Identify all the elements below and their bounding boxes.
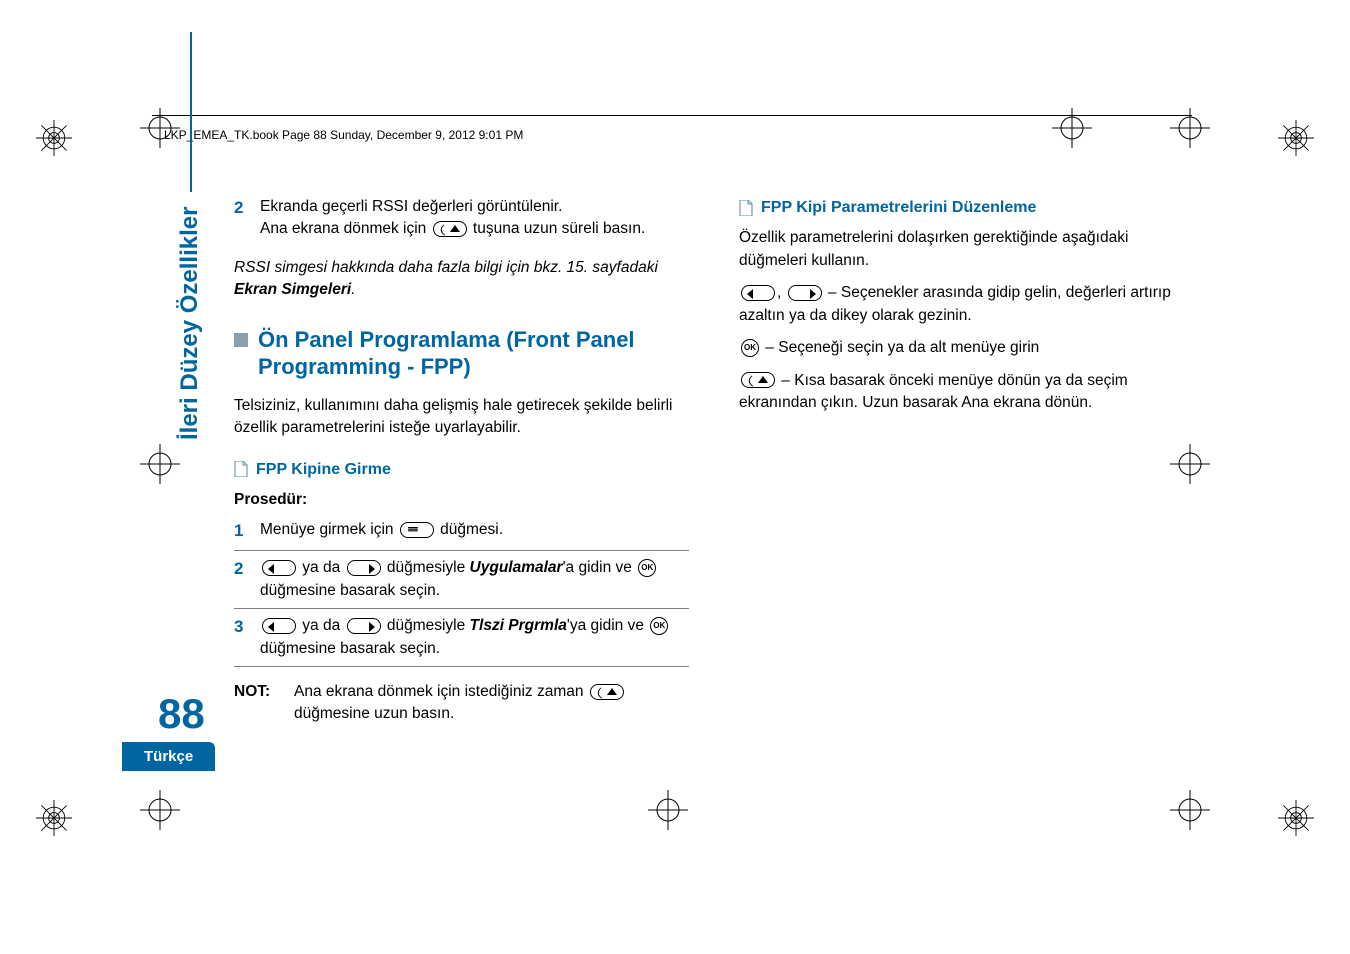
registration-mark-icon bbox=[1278, 120, 1314, 156]
menu-button-icon bbox=[400, 522, 434, 538]
button-description-nav: , – Seçenekler arasında gidip gelin, değ… bbox=[739, 282, 1194, 327]
section-body: Telsiziniz, kullanımını daha gelişmiş ha… bbox=[234, 395, 689, 440]
document-icon bbox=[234, 461, 248, 477]
left-button-icon bbox=[262, 618, 296, 634]
subsection-title: FPP Kipi Parametrelerini Düzenleme bbox=[761, 196, 1036, 219]
step-number: 2 bbox=[234, 557, 246, 602]
page-content: 2 Ekranda geçerli RSSI değerleri görüntü… bbox=[234, 196, 1194, 726]
step-line: Ana ekrana dönmek için tuşuna uzun sürel… bbox=[260, 218, 689, 240]
sidebar-rule bbox=[190, 32, 192, 192]
note-body: Ana ekrana dönmek için istediğiniz zaman… bbox=[294, 681, 689, 726]
divider bbox=[234, 608, 689, 609]
procedure-label: Prosedür: bbox=[234, 489, 689, 511]
proc-step-3: 3 ya da düğmesiyle Tlszi Prgrmla'ya gidi… bbox=[234, 615, 689, 660]
home-button-icon bbox=[741, 372, 775, 388]
left-button-icon bbox=[741, 285, 775, 301]
step-2: 2 Ekranda geçerli RSSI değerleri görüntü… bbox=[234, 196, 689, 241]
home-button-icon bbox=[590, 684, 624, 700]
divider bbox=[234, 550, 689, 551]
subsection-heading-edit: FPP Kipi Parametrelerini Düzenleme bbox=[739, 196, 1194, 219]
crosshair-icon bbox=[648, 790, 688, 830]
right-button-icon bbox=[347, 560, 381, 576]
step-number: 3 bbox=[234, 615, 246, 660]
button-description-home: – Kısa basarak önceki menüye dönün ya da… bbox=[739, 370, 1194, 415]
registration-mark-icon bbox=[36, 120, 72, 156]
crosshair-icon bbox=[140, 444, 180, 484]
button-description-ok: OK – Seçeneği seçin ya da alt menüye gir… bbox=[739, 337, 1194, 359]
crosshair-icon bbox=[140, 790, 180, 830]
step-number: 2 bbox=[234, 196, 246, 241]
divider bbox=[234, 666, 689, 667]
section-heading-fpp: Ön Panel Programlama (Front Panel Progra… bbox=[234, 326, 689, 381]
subsection-title: FPP Kipine Girme bbox=[256, 458, 391, 481]
right-button-icon bbox=[347, 618, 381, 634]
registration-mark-icon bbox=[1278, 800, 1314, 836]
ok-button-icon: OK bbox=[741, 339, 759, 357]
language-tab: Türkçe bbox=[122, 742, 215, 771]
ok-button-icon: OK bbox=[638, 559, 656, 577]
step-body: ya da düğmesiyle Uygulamalar'a gidin ve … bbox=[260, 557, 689, 602]
section-title: Ön Panel Programlama (Front Panel Progra… bbox=[258, 326, 689, 381]
left-button-icon bbox=[262, 560, 296, 576]
header-rule bbox=[152, 115, 1192, 116]
ok-button-icon: OK bbox=[650, 617, 668, 635]
right-column: FPP Kipi Parametrelerini Düzenleme Özell… bbox=[739, 196, 1194, 726]
section-bullet-icon bbox=[234, 333, 248, 347]
right-button-icon bbox=[788, 285, 822, 301]
step-body: Menüye girmek için düğmesi. bbox=[260, 519, 689, 544]
step-body: ya da düğmesiyle Tlszi Prgrmla'ya gidin … bbox=[260, 615, 689, 660]
note-label: NOT: bbox=[234, 681, 278, 726]
rssi-note: RSSI simgesi hakkında daha fazla bilgi i… bbox=[234, 257, 689, 302]
page-number: 88 bbox=[158, 690, 205, 738]
running-header: LKP_EMEA_TK.book Page 88 Sunday, Decembe… bbox=[164, 128, 523, 142]
proc-step-1: 1 Menüye girmek için düğmesi. bbox=[234, 519, 689, 544]
proc-step-2: 2 ya da düğmesiyle Uygulamalar'a gidin v… bbox=[234, 557, 689, 602]
crosshair-icon bbox=[1052, 108, 1092, 148]
document-icon bbox=[739, 200, 753, 216]
step-number: 1 bbox=[234, 519, 246, 544]
left-column: 2 Ekranda geçerli RSSI değerleri görüntü… bbox=[234, 196, 689, 726]
registration-mark-icon bbox=[36, 800, 72, 836]
crosshair-icon bbox=[1170, 790, 1210, 830]
step-line: Ekranda geçerli RSSI değerleri görüntüle… bbox=[260, 196, 689, 218]
home-button-icon bbox=[433, 221, 467, 237]
step-body: Ekranda geçerli RSSI değerleri görüntüle… bbox=[260, 196, 689, 241]
crosshair-icon bbox=[1170, 108, 1210, 148]
note: NOT: Ana ekrana dönmek için istediğiniz … bbox=[234, 681, 689, 726]
intro-text: Özellik parametrelerini dolaşırken gerek… bbox=[739, 227, 1194, 272]
sidebar-chapter-title: İleri Düzey Özellikler bbox=[176, 32, 204, 440]
subsection-heading-enter: FPP Kipine Girme bbox=[234, 458, 689, 481]
